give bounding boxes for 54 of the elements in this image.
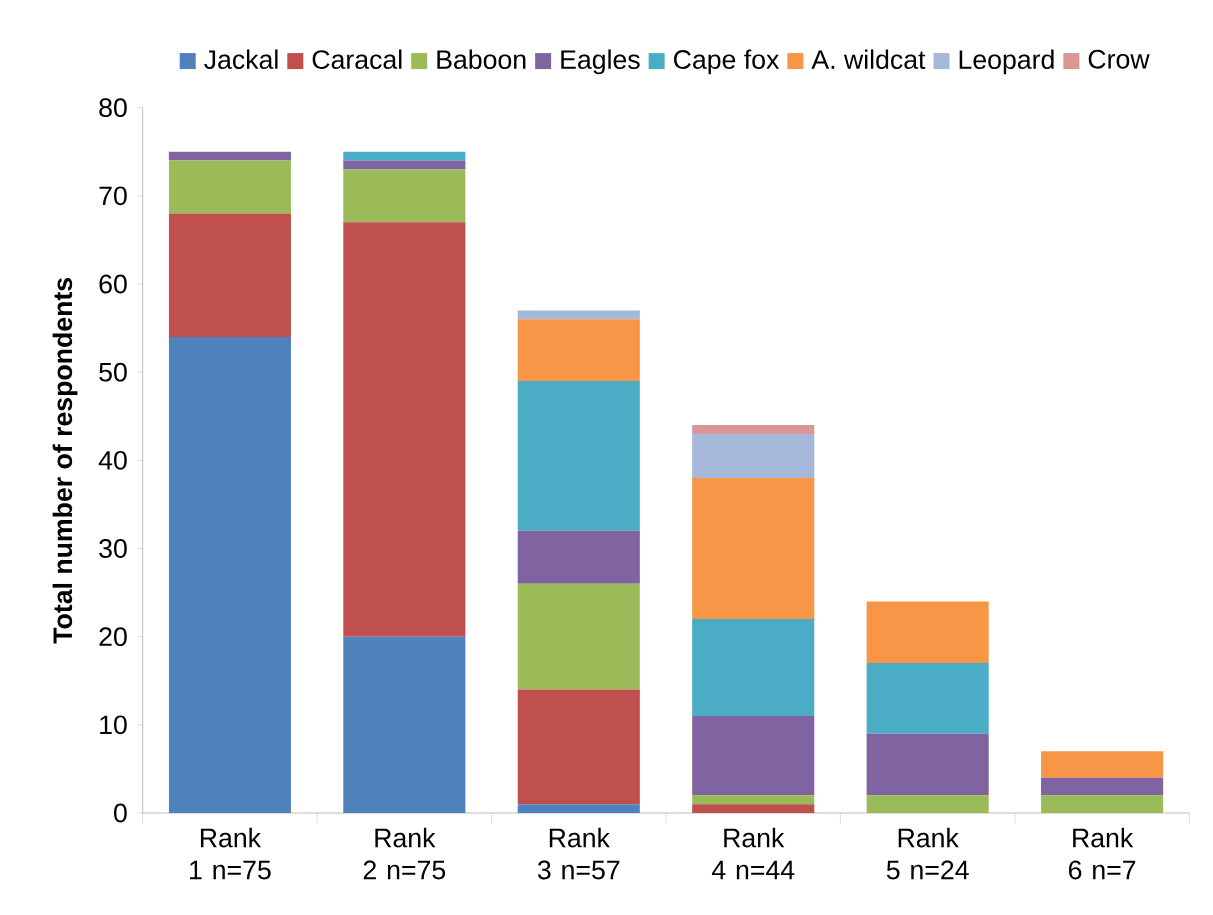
bar xyxy=(692,804,815,813)
y-tick-label: 30 xyxy=(99,539,127,558)
bar xyxy=(692,716,815,796)
legend-label: Cape fox xyxy=(674,49,780,75)
bar xyxy=(517,530,640,584)
bar xyxy=(866,663,989,734)
legend-label: Caracal xyxy=(312,49,402,69)
y-axis-title: Total number of respondents xyxy=(52,277,78,644)
x-tick-label: Rank 6 n=7 xyxy=(1068,827,1136,880)
bar xyxy=(517,804,640,813)
bar xyxy=(1041,795,1164,813)
bar xyxy=(692,619,815,717)
y-tick-label: 0 xyxy=(114,803,127,823)
bar xyxy=(866,601,989,664)
bar xyxy=(692,795,815,805)
bar xyxy=(1041,751,1164,778)
bar xyxy=(517,319,640,381)
bar xyxy=(866,795,989,813)
y-tick-label: 70 xyxy=(99,186,127,206)
x-tick-label: Rank 2 n=75 xyxy=(363,827,446,880)
bar xyxy=(692,477,815,620)
bar xyxy=(517,583,640,690)
bar xyxy=(343,222,466,637)
x-tick-label: Rank 1 n=75 xyxy=(190,827,271,880)
y-tick-label: 10 xyxy=(100,715,127,735)
bar xyxy=(692,425,815,434)
legend-label: A. wildcat xyxy=(811,49,926,69)
bar xyxy=(168,336,291,813)
bar xyxy=(168,213,291,337)
y-tick-label: 80 xyxy=(99,98,127,118)
x-tick-label: Rank 5 n=24 xyxy=(886,827,969,880)
x-tick-label: Rank 4 n=44 xyxy=(711,827,795,880)
y-tick-label: 60 xyxy=(99,274,127,294)
y-tick-label: 50 xyxy=(99,362,127,382)
legend-label: Leopard xyxy=(959,49,1054,75)
bar xyxy=(168,160,291,214)
y-tick-label: 20 xyxy=(99,627,127,647)
bar xyxy=(168,151,291,161)
bar xyxy=(343,151,466,161)
bar xyxy=(517,310,640,320)
bar xyxy=(866,733,989,796)
x-tick-label: Rank 3 n=57 xyxy=(537,827,620,880)
bar xyxy=(343,160,466,170)
bar xyxy=(517,689,640,805)
bar xyxy=(1041,777,1164,796)
y-tick-label: 40 xyxy=(98,450,127,470)
bar xyxy=(517,380,640,531)
legend-label: Crow xyxy=(1088,49,1150,69)
legend-label: Eagles xyxy=(561,49,640,75)
legend-label: Baboon xyxy=(437,49,526,69)
bar xyxy=(343,636,466,813)
bar xyxy=(343,169,466,223)
bar xyxy=(692,433,815,478)
legend-label: Jackal xyxy=(204,49,278,69)
